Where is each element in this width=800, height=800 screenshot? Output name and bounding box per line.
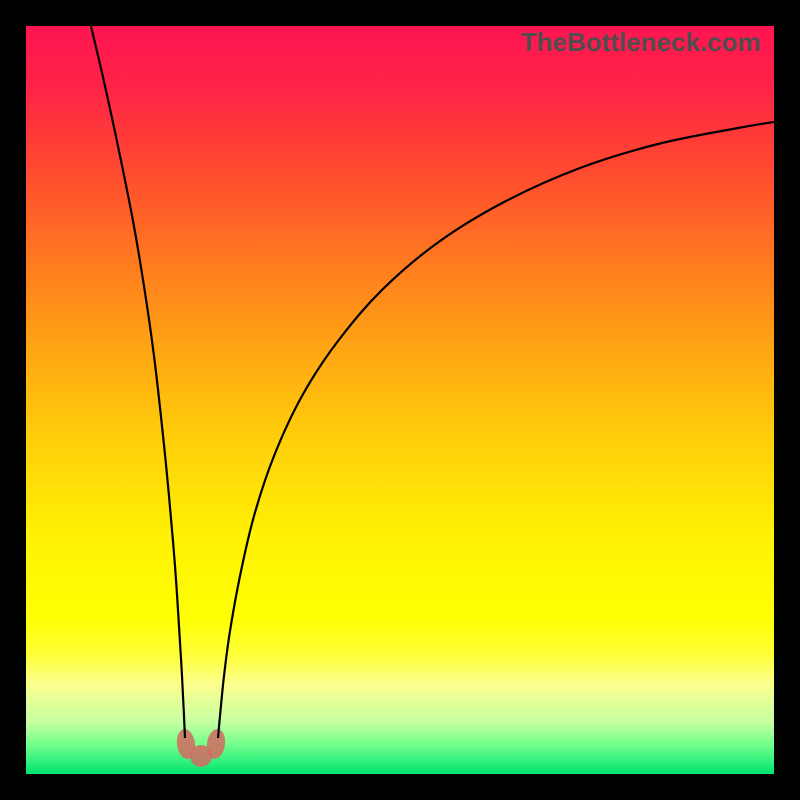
left-curve [91,26,185,738]
curve-layer [26,26,774,774]
plot-area [26,26,774,774]
watermark-text: TheBottleneck.com [521,27,761,58]
right-curve [218,122,774,738]
chart-frame: TheBottleneck.com [0,0,800,800]
